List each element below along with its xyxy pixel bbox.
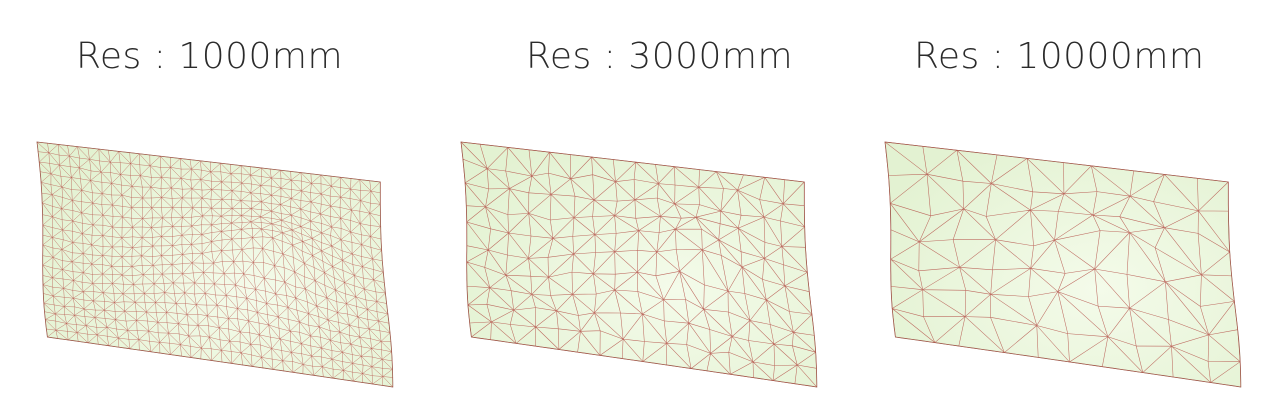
mesh-triangulation	[36, 141, 394, 388]
panel-title-res-10000mm: Res : 10000mm	[914, 36, 1205, 77]
mesh-triangulation	[460, 141, 818, 388]
mesh-panel-fine	[20, 115, 400, 400]
mesh-surface-svg	[460, 141, 818, 388]
mesh-surface-svg	[884, 141, 1242, 388]
panel-title-res-1000mm: Res : 1000mm	[76, 36, 344, 77]
surface-outline	[460, 141, 818, 388]
mesh-edges	[884, 141, 1242, 388]
mesh-panel-medium	[444, 115, 824, 400]
mesh-surface-svg	[36, 141, 394, 388]
mesh-triangulation	[884, 141, 1242, 388]
mesh-edges	[460, 141, 818, 388]
panel-title-res-3000mm: Res : 3000mm	[526, 36, 794, 77]
surface-outline	[884, 141, 1242, 388]
mesh-edges	[36, 141, 394, 388]
mesh-panel-coarse	[868, 115, 1248, 400]
